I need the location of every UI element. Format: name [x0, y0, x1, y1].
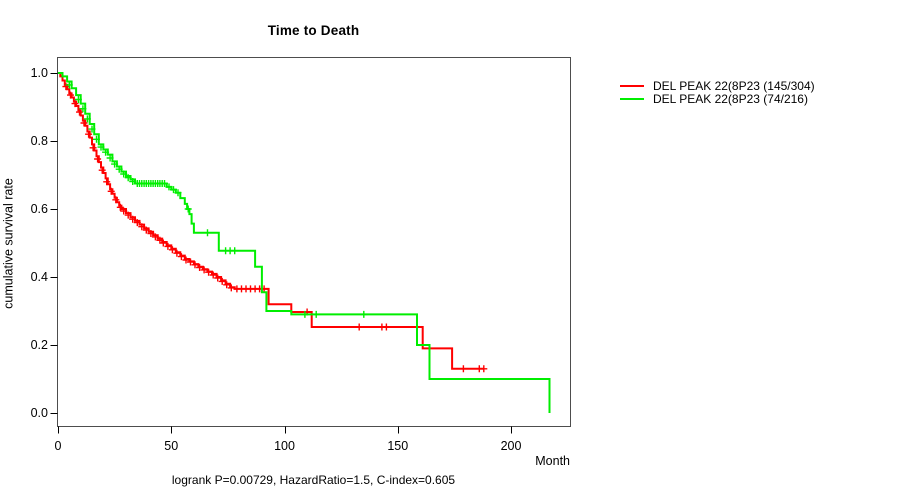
- legend-item-green: DEL PEAK 22(8P23 (74/216): [620, 91, 815, 106]
- y-tick-label: 0.2: [30, 338, 48, 352]
- km-curve-red: [58, 72, 484, 370]
- x-tick-label: 50: [164, 439, 179, 453]
- x-axis-label: Month: [535, 454, 570, 468]
- km-censor-marks-green: [65, 81, 368, 318]
- y-tick-label: 0.8: [30, 134, 48, 148]
- legend: DEL PEAK 22(8P23 (145/304) DEL PEAK 22(8P…: [620, 80, 815, 105]
- legend-label: DEL PEAK 22(8P23 (74/216): [653, 91, 808, 106]
- y-tick-label: 1.0: [30, 66, 48, 80]
- km-curve-green: [58, 72, 551, 413]
- x-tick-label: 0: [54, 439, 62, 453]
- legend-line-swatch-red: [620, 85, 644, 88]
- x-tick-label: 200: [500, 439, 522, 453]
- x-tick-label: 150: [387, 439, 409, 453]
- y-tick-label: 0.4: [30, 270, 48, 284]
- km-censor-marks-red: [62, 83, 488, 373]
- legend-line-swatch-green: [620, 97, 644, 100]
- stats-caption: logrank P=0.00729, HazardRatio=1.5, C-in…: [171, 473, 456, 487]
- chart-title: Time to Death: [267, 23, 360, 38]
- legend-item-red: DEL PEAK 22(8P23 (145/304): [620, 80, 815, 92]
- y-tick-label: 0.0: [30, 406, 48, 420]
- y-tick-label: 0.6: [30, 202, 48, 216]
- plot-box: [57, 57, 571, 427]
- legend-label: DEL PEAK 22(8P23 (145/304): [653, 79, 815, 94]
- y-axis-label: cumulative survival rate: [1, 178, 16, 309]
- x-tick-label: 100: [274, 439, 295, 453]
